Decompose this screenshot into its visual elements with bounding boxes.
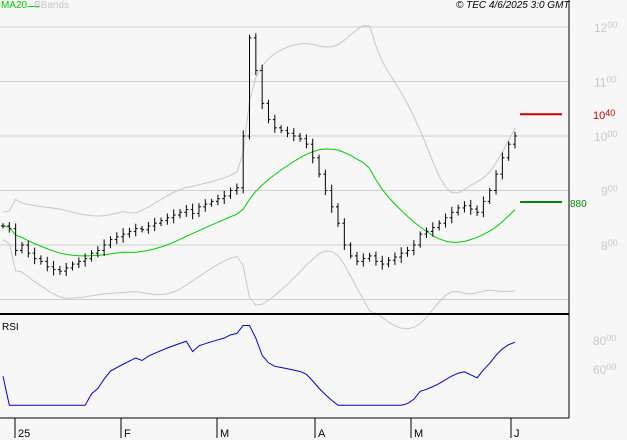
x-tick-label: M [220,428,229,440]
ma20-legend: MA20 [1,0,28,11]
copyright-text: © TEC 4/6/2025 3:0 GMT [456,0,570,11]
x-tick-label: 25 [18,428,30,440]
ma20-legend-swatch [28,6,40,7]
bollinger-lower-band [2,239,516,330]
ma20-value-label: 880 [570,199,587,210]
rsi-tick-label: 8000 [593,333,616,348]
last-price-label: 1040 [593,108,615,122]
x-tick-label: A [318,428,326,440]
y-tick-label: 800 [601,238,618,253]
bbands-legend: BBands [34,0,70,11]
y-tick-label: 1000 [594,129,617,144]
x-tick-label: M [414,428,423,440]
ma20-line [2,148,516,257]
rsi-tick-label: 6000 [593,362,616,377]
y-tick-label: 1200 [594,20,617,35]
rsi-line [2,325,516,406]
rsi-label: RSI [2,322,19,333]
y-tick-label: 900 [601,184,618,199]
x-tick-label: J [514,428,520,440]
bollinger-upper-band [2,25,516,217]
x-tick-label: F [124,428,131,440]
y-tick-label: 1100 [594,75,616,90]
